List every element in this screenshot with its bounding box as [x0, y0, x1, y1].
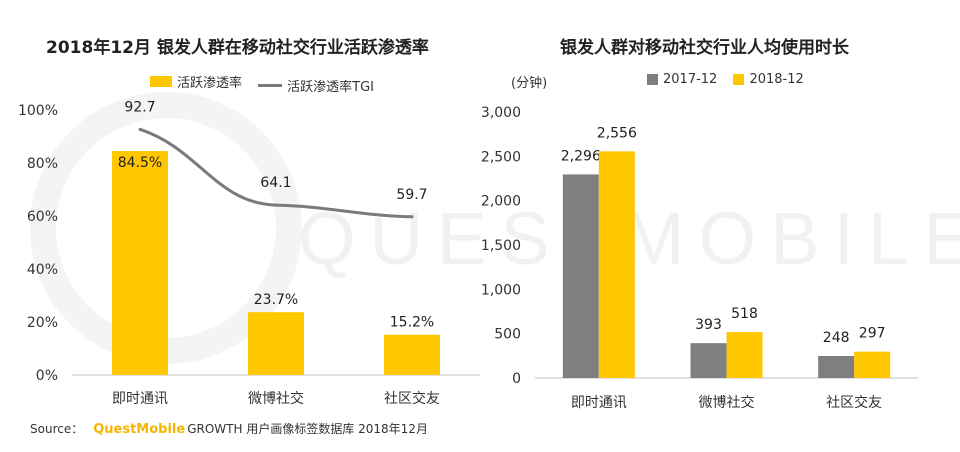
legend-item-2018: 2018-12 [733, 72, 804, 87]
left-y-tick-label: 20% [27, 315, 58, 331]
right-bar-data-label: 518 [731, 306, 758, 322]
right-bar-2017 [818, 356, 855, 378]
legend-label-penetration: 活跃渗透率 [177, 76, 243, 91]
left-x-tick-label: 即时通讯 [112, 391, 168, 407]
right-bar-data-label: 2,296 [561, 148, 601, 164]
right-bar-2017 [562, 174, 599, 378]
right-x-tick-label: 社区交友 [826, 394, 882, 411]
left-chart-title: 2018年12月 银发人群在移动社交行业活跃渗透率 [46, 38, 429, 58]
left-y-tick-label: 100% [18, 103, 58, 119]
legend-swatch-2017 [647, 74, 658, 85]
right-bar-2018 [598, 151, 635, 378]
legend-swatch-tgi [258, 84, 283, 87]
left-y-tick-label: 40% [27, 262, 58, 278]
right-x-tick-label: 即时通讯 [571, 395, 627, 411]
right-bar-data-label: 2,556 [597, 125, 637, 141]
legend-label-tgi: 活跃渗透率TGI [287, 80, 375, 95]
left-bar-data-label: 15.2% [390, 315, 434, 331]
left-tgi-data-label: 59.7 [396, 187, 427, 203]
left-tgi-point [138, 127, 142, 131]
right-bar-data-label: 393 [695, 317, 722, 333]
right-y-tick-label: 2,000 [481, 194, 521, 210]
left-x-tick-label: 社区交友 [384, 390, 440, 407]
right-y-tick-label: 2,500 [481, 149, 521, 165]
source-text: GROWTH 用户画像标签数据库 2018年12月 [187, 422, 428, 436]
left-bar-penetration [112, 151, 168, 375]
left-tgi-data-label: 64.1 [260, 175, 291, 191]
right-bar-2018 [726, 332, 763, 378]
left-y-tick-label: 0% [36, 368, 58, 384]
right-y-tick-label: 500 [494, 327, 521, 343]
right-bar-data-label: 248 [823, 330, 850, 346]
left-bar-data-label: 23.7% [254, 292, 298, 308]
source-note: Source： QuestMobile GROWTH 用户画像标签数据库 2018年… [30, 420, 428, 437]
left-bar-penetration [248, 312, 304, 375]
right-bar-2017 [690, 343, 727, 378]
left-tgi-point [274, 203, 278, 207]
legend-item-2017: 2017-12 [647, 72, 717, 87]
legend-item-tgi: 活跃渗透率TGI [258, 76, 374, 95]
left-bar-data-label: 84.5% [118, 155, 162, 171]
source-brand: QuestMobile [93, 422, 186, 437]
right-y-tick-label: 3,000 [481, 105, 521, 121]
right-x-tick-label: 微博社交 [699, 394, 755, 411]
left-chart-legend: 活跃渗透率 活跃渗透率TGI [150, 72, 386, 95]
right-y-tick-label: 1,500 [481, 238, 521, 254]
right-y-tick-label: 1,000 [481, 282, 521, 298]
legend-swatch-penetration [150, 76, 172, 87]
legend-label-2018: 2018-12 [749, 72, 804, 87]
left-tgi-point [410, 215, 414, 219]
right-chart-unit-label: (分钟) [511, 76, 548, 91]
left-bar-penetration [384, 334, 440, 375]
legend-swatch-2018 [733, 74, 745, 85]
source-prefix: Source： [30, 422, 84, 436]
legend-label-2017: 2017-12 [663, 72, 718, 87]
left-y-tick-label: 80% [27, 156, 58, 172]
left-tgi-data-label: 92.7 [124, 99, 155, 115]
right-y-tick-label: 0 [512, 371, 521, 387]
legend-item-penetration: 活跃渗透率 [150, 72, 242, 91]
right-bar-2018 [854, 351, 891, 378]
left-y-tick-label: 60% [27, 209, 58, 225]
right-bar-data-label: 297 [859, 326, 886, 342]
right-chart-legend: 2017-12 2018-12 [647, 72, 816, 89]
right-chart-title: 银发人群对移动社交行业人均使用时长 [560, 38, 849, 58]
left-x-tick-label: 微博社交 [248, 390, 304, 407]
